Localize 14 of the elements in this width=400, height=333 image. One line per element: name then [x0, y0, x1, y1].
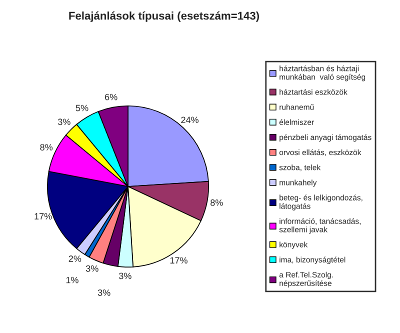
data-label: 8%: [40, 144, 53, 150]
data-label: 1%: [66, 276, 78, 284]
data-label: 8%: [210, 199, 223, 206]
data-label: 3%: [98, 289, 110, 296]
data-label: 3%: [58, 118, 70, 126]
data-label: 6%: [105, 94, 118, 100]
data-label: 5%: [76, 104, 88, 112]
data-label: 17%: [170, 257, 188, 264]
data-label: 24%: [181, 116, 199, 124]
data-label: 17%: [34, 213, 52, 220]
data-label: 3%: [86, 265, 98, 272]
data-label: 2%: [68, 256, 82, 262]
data-label: 3%: [118, 272, 132, 280]
chart-title: Felajánlások típusai (esetszám=143): [69, 11, 260, 22]
